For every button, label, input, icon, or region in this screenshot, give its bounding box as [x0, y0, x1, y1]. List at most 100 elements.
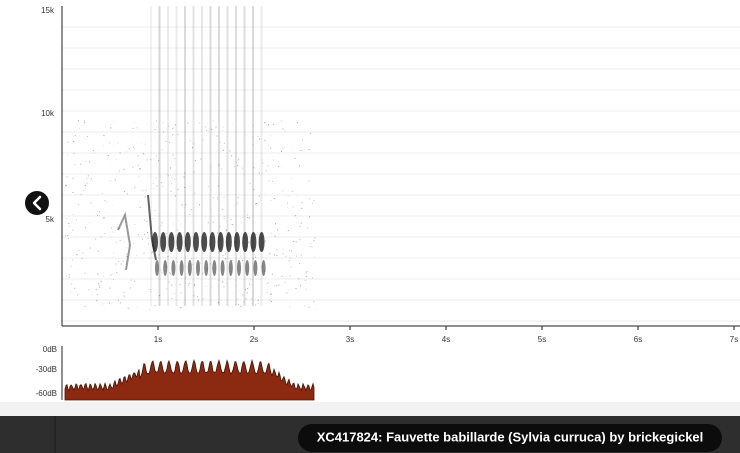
noise	[305, 211, 306, 212]
noise	[194, 192, 196, 194]
syllable	[237, 260, 241, 276]
noise	[309, 132, 311, 134]
noise	[282, 128, 284, 130]
noise	[243, 301, 245, 303]
harmonic-streak	[235, 6, 237, 306]
noise	[268, 158, 270, 160]
noise	[284, 131, 286, 133]
noise	[308, 306, 310, 308]
noise	[152, 182, 154, 184]
noise	[115, 263, 117, 265]
noise	[207, 222, 209, 224]
noise	[69, 266, 70, 267]
noise	[284, 282, 286, 283]
noise	[299, 263, 300, 265]
noise	[226, 282, 228, 284]
noise	[256, 203, 257, 204]
noise	[78, 249, 80, 251]
noise	[104, 199, 106, 201]
noise	[72, 177, 74, 179]
noise	[257, 301, 258, 302]
noise	[166, 288, 168, 290]
noise	[209, 263, 211, 265]
noise	[113, 231, 115, 233]
noise	[210, 209, 212, 211]
noise	[104, 233, 106, 234]
noise	[192, 274, 194, 276]
noise	[143, 153, 145, 155]
noise	[237, 303, 239, 305]
noise	[168, 249, 170, 251]
noise	[140, 143, 142, 145]
noise	[74, 164, 76, 165]
noise	[248, 217, 250, 219]
noise	[174, 195, 176, 197]
waveform	[64, 358, 315, 401]
noise	[107, 158, 109, 159]
noise	[245, 298, 247, 300]
noise	[245, 289, 246, 291]
noise	[109, 161, 111, 163]
noise	[134, 187, 136, 189]
noise	[103, 216, 105, 218]
noise	[310, 243, 312, 245]
noise	[209, 274, 211, 276]
noise	[152, 218, 154, 220]
noise	[180, 223, 182, 225]
noise	[118, 261, 120, 263]
time-label: 1s	[154, 335, 162, 344]
syllable	[155, 260, 159, 276]
noise	[257, 302, 259, 304]
noise	[273, 159, 274, 161]
grid	[62, 26, 740, 322]
noise	[98, 196, 99, 197]
noise	[242, 260, 244, 262]
noise	[282, 190, 284, 192]
noise	[240, 305, 242, 307]
noise	[210, 299, 211, 300]
time-axis: 1s 2s 3s 4s 5s 6s 7s	[154, 326, 738, 344]
noise	[80, 163, 82, 165]
noise	[312, 281, 313, 282]
noise	[189, 140, 191, 142]
noise	[305, 272, 307, 274]
noise	[299, 238, 301, 240]
noise	[246, 292, 248, 294]
noise	[69, 274, 70, 276]
prev-button[interactable]	[23, 189, 51, 217]
noise	[219, 141, 221, 143]
noise	[73, 152, 75, 154]
noise	[240, 255, 242, 257]
noise	[262, 162, 263, 164]
noise	[198, 248, 200, 250]
noise	[72, 135, 74, 137]
syllable	[250, 232, 257, 252]
noise	[122, 260, 124, 262]
noise	[105, 125, 107, 127]
noise	[250, 278, 252, 280]
harmonic-streak	[209, 6, 212, 306]
chevron-left	[32, 195, 42, 211]
noise	[101, 193, 103, 195]
noise	[294, 294, 295, 295]
noise	[183, 301, 184, 303]
noise	[115, 158, 117, 160]
noise	[158, 160, 160, 162]
noise	[218, 164, 220, 166]
time-label: 7s	[730, 335, 738, 344]
noise	[134, 185, 136, 187]
noise	[254, 203, 256, 205]
prev-button-circle[interactable]	[23, 189, 51, 217]
noise	[105, 201, 107, 203]
noise	[90, 178, 92, 180]
noise	[235, 283, 237, 285]
noise	[282, 253, 284, 255]
noise	[235, 302, 236, 303]
noise	[88, 142, 89, 143]
noise	[100, 280, 102, 282]
noise	[105, 289, 107, 290]
caption-pill	[298, 424, 722, 452]
noise	[229, 275, 231, 276]
noise	[222, 149, 224, 151]
noise	[309, 216, 311, 218]
